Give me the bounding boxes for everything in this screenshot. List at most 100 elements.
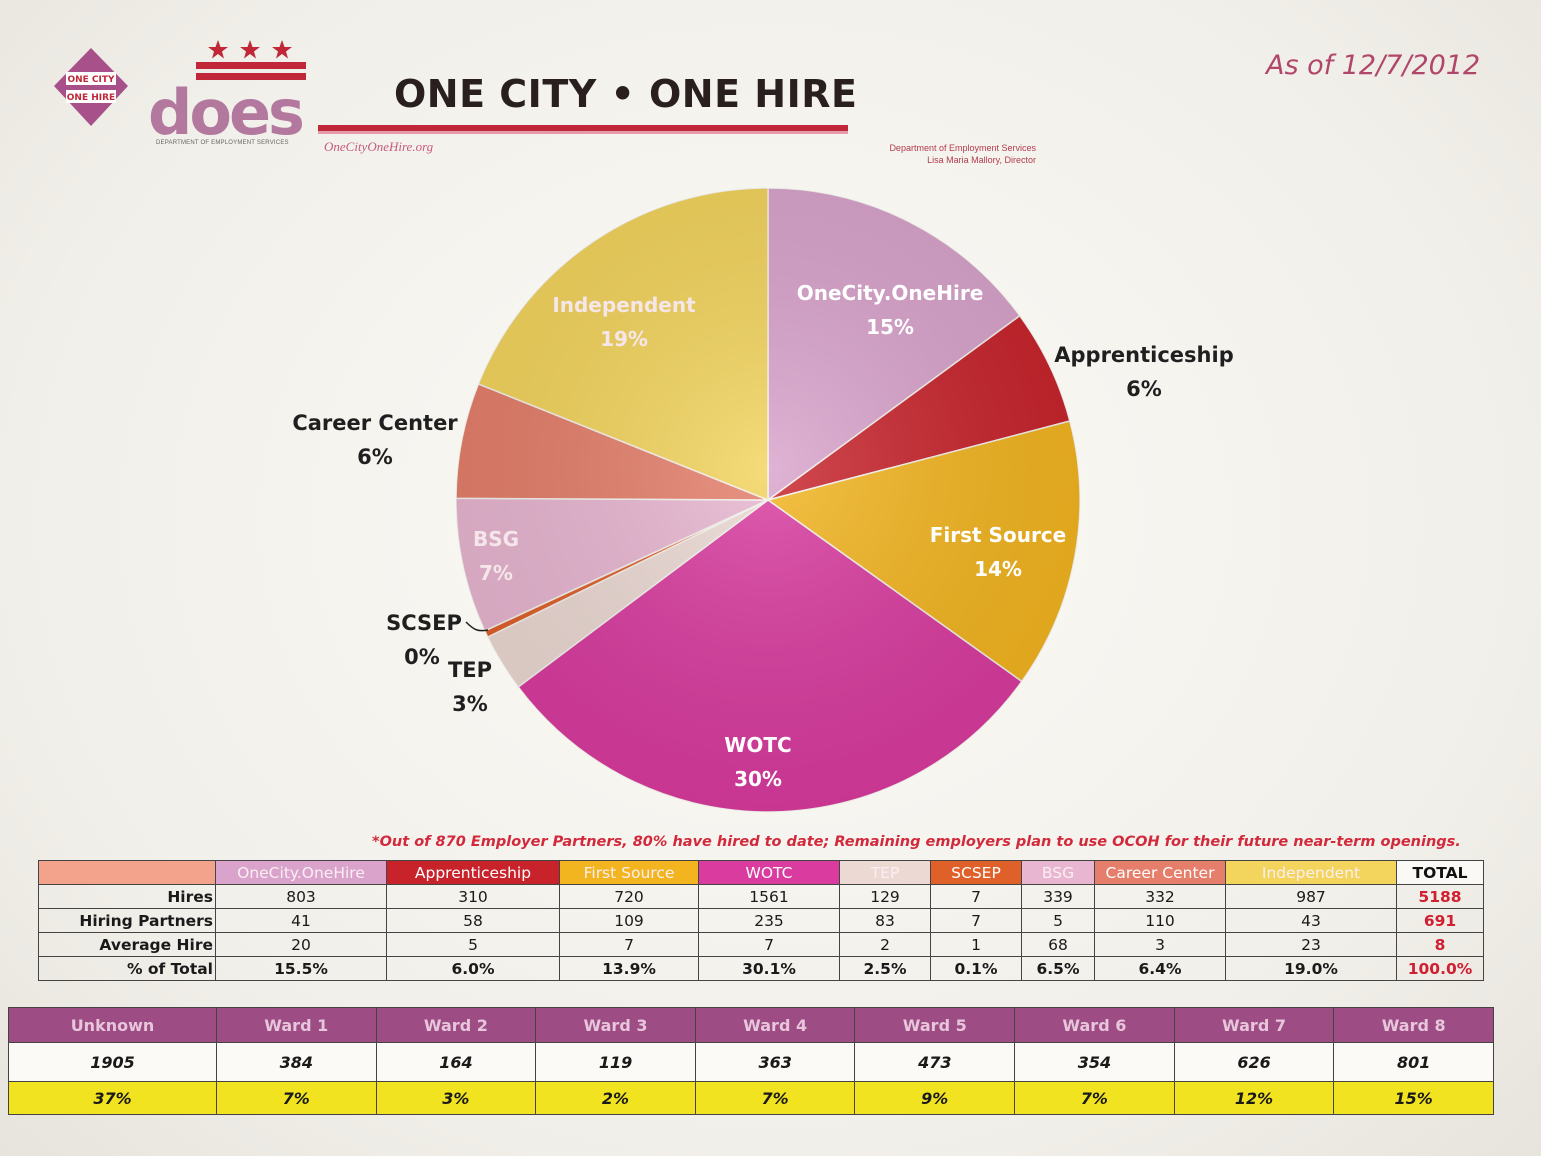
ward-hires-cell: 626	[1173, 1042, 1335, 1082]
ward-pct-row: 37% 7% 3% 2% 7% 9% 7% 12% 15%	[8, 1081, 1494, 1115]
table-cell: 68	[1021, 932, 1095, 957]
column-header: Career Center	[1094, 860, 1226, 885]
ward-pct-cell: 7%	[1014, 1081, 1175, 1115]
table-cell: 987	[1225, 884, 1397, 909]
ward-hires-cell: 384	[215, 1042, 377, 1082]
ward-pct-cell: 37%	[8, 1081, 217, 1115]
star-flag-icon	[196, 40, 306, 80]
ward-header: Ward 3	[535, 1007, 696, 1043]
table-cell: 5	[386, 932, 560, 957]
column-header: Apprenticeship	[386, 860, 560, 885]
table-cell: 110	[1094, 908, 1226, 933]
table-header-row: OneCity.OneHire Apprenticeship First Sourc…	[38, 860, 1484, 885]
table-cell: 13.9%	[559, 956, 699, 981]
table-cell: 23	[1225, 932, 1397, 957]
badge-line2: ONE HIRE	[67, 93, 115, 103]
ward-pct-cell: 15%	[1333, 1081, 1494, 1115]
footnote: *Out of 870 Employer Partners, 80% have …	[372, 834, 1461, 850]
table-cell: 43	[1225, 908, 1397, 933]
ward-pct-cell: 3%	[375, 1081, 537, 1115]
hires-by-program-table: OneCity.OneHire Apprenticeship First Sourc…	[38, 860, 1484, 981]
department-credit: Department of Employment Services Lisa M…	[820, 142, 1036, 166]
table-row: Average Hire 20 5 7 7 2 1 68 3 23 8	[38, 932, 1484, 957]
total-header: TOTAL	[1396, 860, 1484, 885]
dept-name: Department of Employment Services	[889, 143, 1036, 153]
table-cell: 7	[559, 932, 699, 957]
row-label: Hiring Partners	[38, 908, 216, 933]
table-cell: 5	[1021, 908, 1095, 933]
ward-header: Ward 6	[1014, 1007, 1175, 1043]
ward-hires-row: 1905 384 164 119 363 473 354 626 801	[8, 1042, 1494, 1082]
ward-pct-cell: 2%	[535, 1081, 696, 1115]
ward-header-row: Unknown Ward 1 Ward 2 Ward 3 Ward 4 Ward 5 War…	[8, 1007, 1494, 1043]
table-cell: 7	[698, 932, 840, 957]
ward-pct-cell: 7%	[694, 1081, 856, 1115]
table-cell: 720	[559, 884, 699, 909]
table-cell: 2	[839, 932, 931, 957]
ward-header: Ward 8	[1333, 1007, 1494, 1043]
hires-by-ward-table: Unknown Ward 1 Ward 2 Ward 3 Ward 4 Ward 5 War…	[8, 1007, 1494, 1115]
table-cell: 129	[839, 884, 931, 909]
table-cell: 6.5%	[1021, 956, 1095, 981]
does-logo: does	[148, 38, 318, 150]
title-underline	[318, 125, 848, 134]
logo-wordmark: does	[148, 76, 305, 149]
ward-hires-cell: 119	[535, 1042, 696, 1082]
ward-pct-cell: 9%	[854, 1081, 1016, 1115]
ward-pct-cell: 7%	[215, 1081, 377, 1115]
table-row: % of Total 15.5% 6.0% 13.9% 30.1% 2.5% 0.1% 6.5…	[38, 956, 1484, 981]
table-cell: 109	[559, 908, 699, 933]
badge-line1: ONE CITY	[67, 75, 115, 85]
ward-header: Ward 4	[694, 1007, 856, 1043]
ward-hires-cell: 363	[694, 1042, 856, 1082]
ward-hires-cell: 164	[375, 1042, 537, 1082]
column-header: First Source	[559, 860, 699, 885]
table-cell: 30.1%	[698, 956, 840, 981]
table-cell: 2.5%	[839, 956, 931, 981]
table-row: Hires 803 310 720 1561 129 7 339 332 987 5188	[38, 884, 1484, 909]
column-header: OneCity.OneHire	[215, 860, 387, 885]
table-cell: 0.1%	[930, 956, 1022, 981]
column-header: BSG	[1021, 860, 1095, 885]
table-cell: 6.4%	[1094, 956, 1226, 981]
website-link[interactable]: OneCityOneHire.org	[324, 139, 434, 154]
ward-header: Ward 1	[215, 1007, 377, 1043]
blank-header-cell	[38, 860, 216, 885]
table-cell: 1	[930, 932, 1022, 957]
table-cell: 235	[698, 908, 840, 933]
dept-director: Lisa Maria Mallory, Director	[927, 155, 1036, 165]
ward-hires-cell: 354	[1014, 1042, 1175, 1082]
table-cell: 7	[930, 884, 1022, 909]
column-header: TEP	[839, 860, 931, 885]
table-cell: 20	[215, 932, 387, 957]
page-title: ONE CITY • ONE HIRE	[394, 72, 858, 116]
total-cell: 8	[1396, 932, 1484, 957]
table-cell: 58	[386, 908, 560, 933]
logo-subtext: DEPARTMENT OF EMPLOYMENT SERVICES	[156, 140, 289, 146]
row-label: Average Hire	[38, 932, 216, 957]
row-label: % of Total	[38, 956, 216, 981]
total-cell: 100.0%	[1396, 956, 1484, 981]
column-header: WOTC	[698, 860, 840, 885]
table-cell: 339	[1021, 884, 1095, 909]
table-cell: 6.0%	[386, 956, 560, 981]
ward-header: Ward 7	[1173, 1007, 1335, 1043]
as-of-date: As of 12/7/2012	[1266, 50, 1481, 81]
ward-header: Ward 2	[375, 1007, 537, 1043]
ward-header: Ward 5	[854, 1007, 1016, 1043]
total-cell: 691	[1396, 908, 1484, 933]
one-city-one-hire-badge: ONE CITY ONE HIRE	[54, 48, 128, 126]
table-row: Hiring Partners 41 58 109 235 83 7 5 110 43 691	[38, 908, 1484, 933]
ward-pct-cell: 12%	[1173, 1081, 1335, 1115]
row-label: Hires	[38, 884, 216, 909]
table-cell: 83	[839, 908, 931, 933]
column-header: SCSEP	[930, 860, 1022, 885]
ward-hires-cell: 801	[1333, 1042, 1494, 1082]
table-cell: 310	[386, 884, 560, 909]
table-cell: 803	[215, 884, 387, 909]
table-cell: 15.5%	[215, 956, 387, 981]
table-cell: 41	[215, 908, 387, 933]
ward-header: Unknown	[8, 1007, 217, 1043]
column-header: Independent	[1225, 860, 1397, 885]
